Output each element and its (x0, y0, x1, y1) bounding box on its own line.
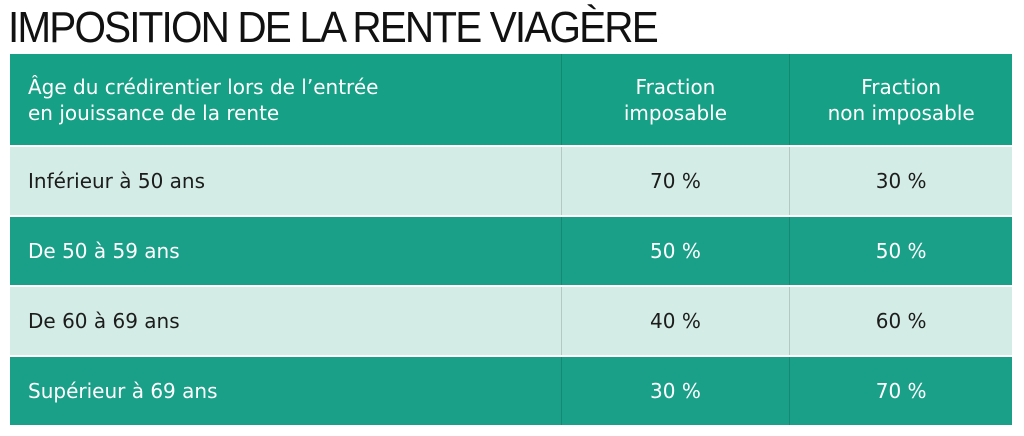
table-cell: 50 % (875, 239, 927, 263)
table: Âge du crédirentier lors de l’entrée en j… (10, 54, 1012, 427)
table-cell: 60 % (875, 309, 927, 333)
table-cell: 30 % (875, 169, 927, 193)
header-text: Fraction (635, 74, 716, 99)
table-cell: 40 % (561, 286, 791, 356)
header-cell: Âge du crédirentier lors de l’entrée en j… (10, 54, 562, 146)
table-row: De 60 à 69 ans 40 % 60 % (10, 286, 1012, 356)
header-text: imposable (623, 100, 728, 125)
header-cell: Fraction non imposable (790, 54, 1012, 146)
header-text: Fraction (861, 74, 942, 99)
table-cell: 30 % (561, 356, 791, 426)
table-cell: 70 % (561, 146, 791, 216)
table-cell: 70 % (875, 379, 927, 403)
table-cell: Inférieur à 50 ans (10, 146, 562, 216)
header-row: Âge du crédirentier lors de l’entrée en j… (10, 54, 1012, 146)
table-cell: De 60 à 69 ans (10, 286, 562, 356)
header-text: Âge du crédirentier lors de l’entrée (28, 74, 379, 99)
table-cell: De 50 à 59 ans (10, 216, 562, 286)
table-cell: Supérieur à 69 ans (10, 356, 562, 426)
table-row: Supérieur à 69 ans 30 % 70 % (10, 356, 1012, 426)
title: IMPOSITION DE LA RENTE VIAGÈRE (8, 3, 659, 52)
table-cell: 50 % (561, 216, 791, 286)
table-row: Inférieur à 50 ans 70 % 30 % (10, 146, 1012, 216)
header-text: non imposable (827, 100, 975, 125)
table-row: De 50 à 59 ans 50 % 50 % (10, 216, 1012, 286)
header-cell: Fraction imposable (561, 54, 791, 146)
header-text: en jouissance de la rente (28, 100, 280, 125)
